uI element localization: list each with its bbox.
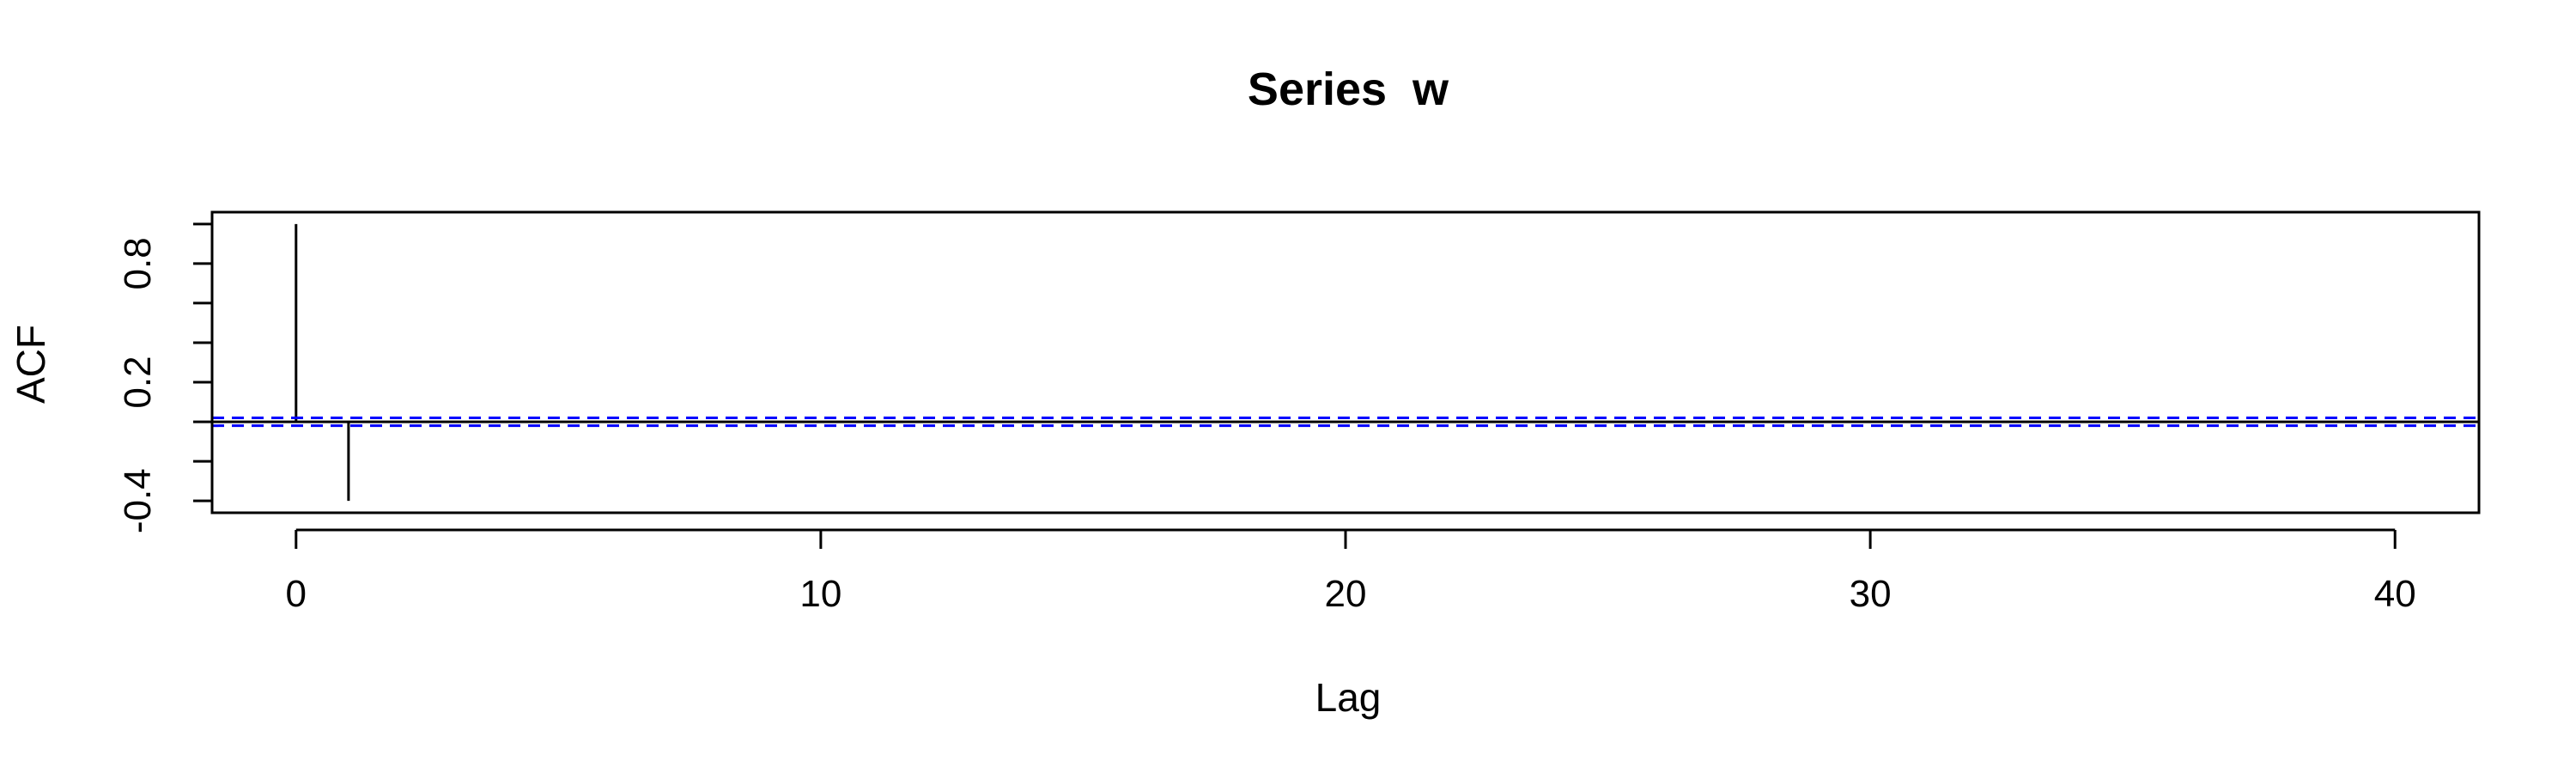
y-tick-label: -0.4 xyxy=(117,468,159,533)
x-axis-label: Lag xyxy=(1315,675,1382,720)
x-tick-label: 0 xyxy=(286,573,307,615)
x-axis: 0 10 20 30 40 xyxy=(286,528,2416,615)
x-tick-label: 30 xyxy=(1850,573,1892,615)
y-axis-label: ACF xyxy=(9,325,53,404)
x-tick-label: 20 xyxy=(1325,573,1367,615)
y-tick-label: 0.8 xyxy=(117,237,159,289)
confidence-bounds xyxy=(212,416,2479,428)
x-tick-label: 40 xyxy=(2374,573,2416,615)
acf-bars xyxy=(295,223,2397,502)
x-tick-label: 10 xyxy=(799,573,841,615)
y-tick-label: 0.2 xyxy=(117,356,159,408)
y-axis: -0.4 0.2 0.8 xyxy=(117,222,214,533)
plot-frame xyxy=(210,210,2481,514)
chart-title: Series w xyxy=(1248,64,1449,115)
